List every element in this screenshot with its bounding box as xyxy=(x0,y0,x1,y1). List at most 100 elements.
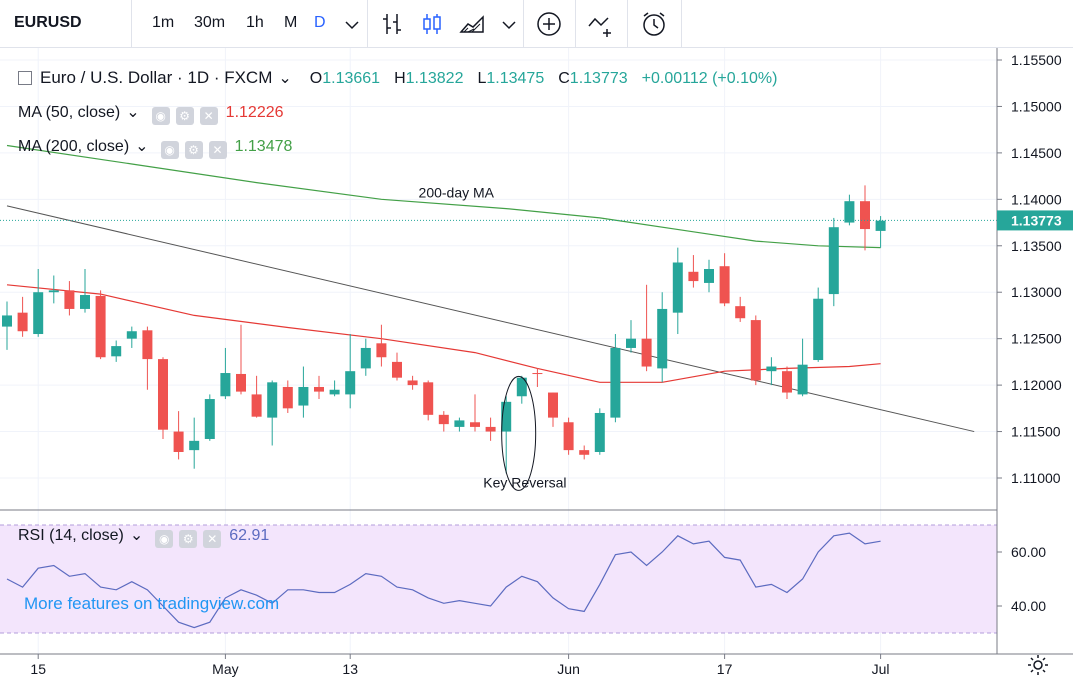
candle xyxy=(548,392,558,427)
bar-chart-type-icon[interactable] xyxy=(378,10,406,38)
candle-body xyxy=(126,331,137,339)
eye-icon[interactable]: ◉ xyxy=(155,530,174,548)
candle xyxy=(282,380,293,413)
price-tick-label: 1.15500 xyxy=(1011,52,1062,68)
candle-body xyxy=(204,399,215,439)
gear-icon[interactable]: ⚙ xyxy=(175,107,194,125)
candle xyxy=(860,185,870,251)
candle-body xyxy=(392,361,402,378)
candle-body xyxy=(282,386,293,409)
candle-body xyxy=(672,262,683,313)
last-price-badge xyxy=(997,210,1073,231)
change-value: +0.00112 (+0.10%) xyxy=(641,70,778,87)
interval-30m[interactable]: 30m xyxy=(194,14,226,31)
candle-body xyxy=(797,364,808,395)
candle-body xyxy=(641,338,652,367)
watermark[interactable]: More features on tradingview.com xyxy=(24,594,280,613)
candle xyxy=(111,340,122,362)
candle xyxy=(719,253,730,307)
candle xyxy=(251,375,262,418)
interval-m[interactable]: M xyxy=(284,14,298,31)
eye-icon[interactable]: ◉ xyxy=(151,107,170,125)
candle-body xyxy=(548,392,558,418)
main-legend: Euro / U.S. Dollar · 1D · FXCM ⌄ O1.13661 H… xyxy=(18,68,783,88)
price-tick-label: 1.15000 xyxy=(1011,98,1062,114)
gear-icon[interactable]: ⚙ xyxy=(184,141,203,159)
candle xyxy=(423,380,434,421)
candle xyxy=(189,417,200,469)
time-tick-label: 13 xyxy=(342,661,358,677)
toolbar-divider xyxy=(131,0,132,48)
candle xyxy=(2,301,12,350)
candle-body xyxy=(314,386,324,392)
rsi-tick-label: 40.00 xyxy=(1011,598,1046,614)
add-indicator-plus-icon[interactable] xyxy=(535,10,563,38)
candle-body xyxy=(173,431,184,452)
candle xyxy=(173,411,184,460)
axes: 1.15500 1.15000 1.14500 1.14000 1.13500 1.130… xyxy=(0,48,1073,677)
rsi-label: RSI (14, close) xyxy=(18,527,124,544)
close-icon[interactable]: ✕ xyxy=(199,107,218,125)
time-tick-label: 17 xyxy=(717,661,733,677)
toolbar-divider xyxy=(681,0,682,48)
price-tick-label: 1.14500 xyxy=(1011,145,1062,161)
candle-body xyxy=(828,227,839,295)
candle-body xyxy=(298,386,309,406)
toolbar-divider xyxy=(367,0,368,48)
candle xyxy=(828,217,839,307)
ma50-value: 1.12226 xyxy=(225,104,284,121)
chevron-down-icon[interactable]: ⌄ xyxy=(278,70,292,87)
candle xyxy=(704,259,714,293)
interval-1m[interactable]: 1m xyxy=(152,14,175,31)
chevron-down-icon[interactable]: ⌄ xyxy=(129,527,144,544)
candle-body xyxy=(95,295,106,358)
candle xyxy=(641,284,652,372)
area-chart-type-icon[interactable] xyxy=(458,10,486,38)
chevron-down-icon[interactable]: ⌄ xyxy=(135,138,149,155)
interval-1h[interactable]: 1h xyxy=(246,14,264,31)
time-tick-label: 15 xyxy=(30,661,46,677)
close-icon[interactable]: ✕ xyxy=(208,141,227,159)
gear-icon[interactable] xyxy=(1027,654,1049,676)
compare-symbol-icon[interactable] xyxy=(586,10,614,38)
candle xyxy=(376,324,387,367)
candle xyxy=(142,326,153,390)
candle xyxy=(532,368,543,387)
time-tick-label: Jul xyxy=(872,661,890,677)
candle xyxy=(267,380,278,446)
candle-body xyxy=(267,382,278,418)
candle xyxy=(688,255,699,288)
close-icon[interactable]: ✕ xyxy=(203,530,222,548)
candle-body xyxy=(501,401,512,432)
price-tick-label: 1.12000 xyxy=(1011,377,1062,393)
candle xyxy=(454,417,465,432)
candle-body xyxy=(17,312,28,332)
candle-body xyxy=(454,420,465,427)
candle xyxy=(485,417,496,441)
collapse-legend-icon[interactable] xyxy=(18,71,32,85)
candle xyxy=(516,375,527,404)
candle xyxy=(438,411,449,432)
toolbar-divider xyxy=(627,0,628,48)
ma200-line xyxy=(6,144,881,249)
interval-d-active[interactable]: D xyxy=(314,14,326,31)
candle xyxy=(17,296,28,337)
ma200-value: 1.13478 xyxy=(234,138,293,155)
candle-body xyxy=(626,338,636,348)
gear-icon[interactable]: ⚙ xyxy=(179,530,198,548)
candle xyxy=(204,394,215,441)
candle xyxy=(579,445,590,460)
interval-dropdown-chevron-icon[interactable] xyxy=(338,10,366,38)
candles-chart-type-icon[interactable] xyxy=(418,10,446,38)
chart-type-dropdown-chevron-icon[interactable] xyxy=(495,10,523,38)
alert-clock-icon[interactable] xyxy=(640,10,668,38)
symbol-search[interactable]: EURUSD xyxy=(14,14,82,31)
close-label: C xyxy=(558,70,570,87)
chevron-down-icon[interactable]: ⌄ xyxy=(126,104,140,121)
candle-body xyxy=(80,295,90,309)
price-tick-label: 1.14000 xyxy=(1011,191,1062,207)
candle xyxy=(766,357,777,386)
candle-body xyxy=(220,373,231,397)
eye-icon[interactable]: ◉ xyxy=(160,141,179,159)
